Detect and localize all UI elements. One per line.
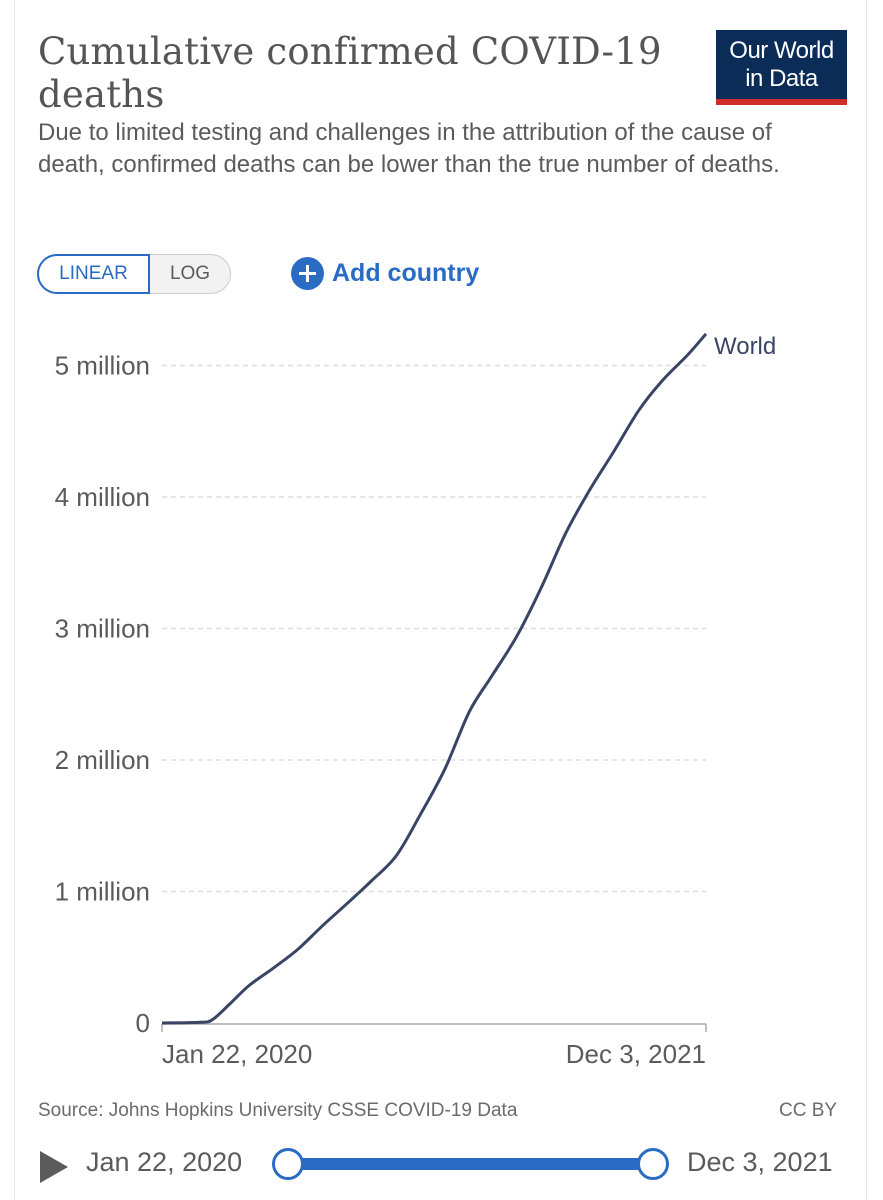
add-country-label: Add country (332, 258, 480, 287)
chart-title: Cumulative confirmed COVID-19 deaths (38, 30, 662, 116)
y-tick-label: 4 million (55, 482, 150, 512)
y-axis-ticks: 0 1 million 2 million 3 million 4 million 5 m… (55, 351, 150, 1039)
card-right-border (866, 0, 867, 1200)
logo-line-1: Our World (729, 37, 834, 64)
y-tick-label: 3 million (55, 614, 150, 644)
series-layer: World (161, 332, 776, 1025)
x-axis: Jan 22, 2020 Dec 3, 2021 (161, 1023, 707, 1069)
scale-toggle: LINEAR LOG (37, 254, 231, 294)
x-tick-label: Jan 22, 2020 (162, 1039, 312, 1069)
timeline-start-handle[interactable] (272, 1148, 304, 1180)
timeline-slider-track[interactable] (287, 1158, 653, 1170)
series-label-world: World (714, 333, 776, 360)
y-tick-label: 5 million (55, 351, 150, 381)
play-icon[interactable] (40, 1151, 68, 1183)
chart-plot: 0 1 million 2 million 3 million 4 million 5 m… (55, 332, 776, 1069)
x-tick-label: Dec 3, 2021 (566, 1039, 706, 1069)
owid-logo[interactable]: Our World in Data (716, 30, 847, 105)
license-note[interactable]: CC BY (779, 1100, 838, 1121)
timeline-end-label: Dec 3, 2021 (687, 1147, 833, 1177)
grid-lines (162, 364, 706, 893)
logo-accent-bar (716, 99, 847, 105)
timeline-start-label: Jan 22, 2020 (86, 1147, 243, 1177)
card-left-border (14, 0, 15, 1200)
chart-subtitle: Due to limited testing and challenges in… (38, 119, 780, 178)
y-tick-label: 2 million (55, 745, 150, 775)
timeline-end-handle[interactable] (637, 1148, 669, 1180)
y-tick-label: 0 (136, 1008, 150, 1038)
add-country-button[interactable]: Add country (291, 255, 479, 291)
plus-circle-icon (291, 256, 324, 290)
log-scale-button[interactable]: LOG (169, 263, 211, 284)
linear-scale-button[interactable]: LINEAR (37, 254, 150, 294)
source-note[interactable]: Source: Johns Hopkins University CSSE CO… (38, 1100, 518, 1121)
y-tick-label: 1 million (55, 877, 150, 907)
logo-line-2: in Data (745, 65, 818, 92)
series-line-world (161, 332, 708, 1025)
